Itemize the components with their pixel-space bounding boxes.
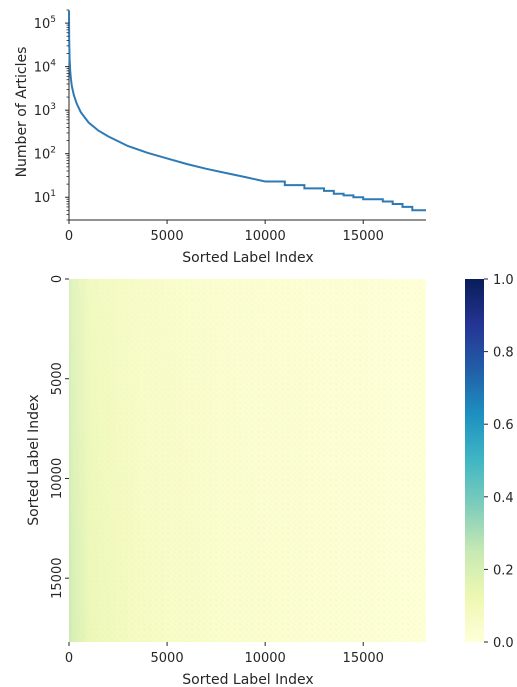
cooccurrence-heatmap: 0 5000 10000 15000 0 5000 10000 15000 Sorted L… [26,275,426,687]
heatmap-x-tick-label: 5000 [151,651,184,666]
top-y-ticks: 101 102 103 104 105 [34,9,69,221]
colorbar-ticks: 0.0 0.2 0.4 0.6 0.8 1.0 [484,273,514,651]
colorbar-tick-label: 0.8 [493,346,514,361]
heatmap-y-tick-label: 15000 [50,557,65,598]
top-x-tick-label: 5000 [151,229,184,244]
heatmap-x-tick-label: 10000 [244,651,285,666]
top-y-tick-label: 104 [34,59,57,76]
heatmap-fade [69,279,426,642]
heatmap-x-axis-label: Sorted Label Index [182,672,313,687]
top-x-tick-label: 10000 [244,229,285,244]
top-y-tick-label: 101 [34,189,56,206]
colorbar-gradient [465,279,484,642]
heatmap-y-tick-label: 5000 [50,362,65,395]
top-axes [68,10,426,221]
colorbar-tick-label: 0.2 [493,563,514,578]
heatmap-cells [69,279,426,642]
top-x-ticks: 0 5000 10000 15000 [65,220,384,244]
heatmap-x-ticks: 0 5000 10000 15000 [65,642,384,666]
colorbar-tick-label: 0.6 [493,418,514,433]
top-y-tick-label: 105 [34,15,56,32]
colorbar-tick-label: 0.0 [493,636,514,651]
colorbar-tick-label: 0.4 [493,491,514,506]
heatmap-x-tick-label: 0 [65,651,73,666]
top-y-tick-label: 103 [34,102,56,119]
colorbar-tick-label: 1.0 [493,273,514,288]
heatmap-x-tick-label: 15000 [343,651,384,666]
colorbar: 0.0 0.2 0.4 0.6 0.8 1.0 [465,273,514,651]
top-y-tick-label: 102 [34,146,56,163]
heatmap-y-axis-label: Sorted Label Index [26,394,42,525]
heatmap-y-tick-label: 10000 [50,458,65,499]
top-x-axis-label: Sorted Label Index [182,250,313,266]
top-y-axis-label: Number of Articles [14,47,30,178]
series-line [68,10,426,212]
label-frequency-chart: 0 5000 10000 15000 101 102 103 104 105 Sorted L… [14,9,426,266]
top-x-tick-label: 0 [65,229,73,244]
heatmap-y-tick-label: 0 [50,275,65,283]
heatmap-y-ticks: 0 5000 10000 15000 [50,275,69,599]
top-x-tick-label: 15000 [343,229,384,244]
